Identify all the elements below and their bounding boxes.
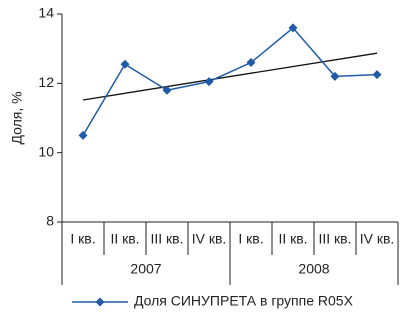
y-tick-label: 12 <box>38 74 54 90</box>
data-point <box>120 59 130 69</box>
x-tick-label: IV кв. <box>360 231 395 247</box>
data-point <box>78 130 88 140</box>
data-point <box>204 77 214 87</box>
y-tick-label: 14 <box>38 5 54 21</box>
x-tick-label: III кв. <box>318 231 351 247</box>
data-point <box>330 71 340 81</box>
group-label: 2008 <box>298 261 329 277</box>
y-axis-label: Доля, % <box>9 91 25 144</box>
x-tick-label: III кв. <box>150 231 183 247</box>
series-line <box>82 26 378 136</box>
trend-line <box>82 52 378 101</box>
legend-label: Доля СИНУПРЕТА в группе R05X <box>134 293 354 309</box>
data-point <box>372 70 382 80</box>
y-tick-label: 8 <box>46 213 54 229</box>
x-tick-label: I кв. <box>70 231 95 247</box>
x-tick-label: I кв. <box>238 231 263 247</box>
y-tick-label: 10 <box>38 143 54 159</box>
x-tick-label: II кв. <box>278 231 307 247</box>
data-point <box>246 58 256 68</box>
x-tick-label: IV кв. <box>192 231 227 247</box>
legend-marker <box>95 297 105 307</box>
data-point <box>288 23 298 33</box>
x-tick-label: II кв. <box>110 231 139 247</box>
data-point <box>162 85 172 95</box>
group-label: 2007 <box>130 261 161 277</box>
